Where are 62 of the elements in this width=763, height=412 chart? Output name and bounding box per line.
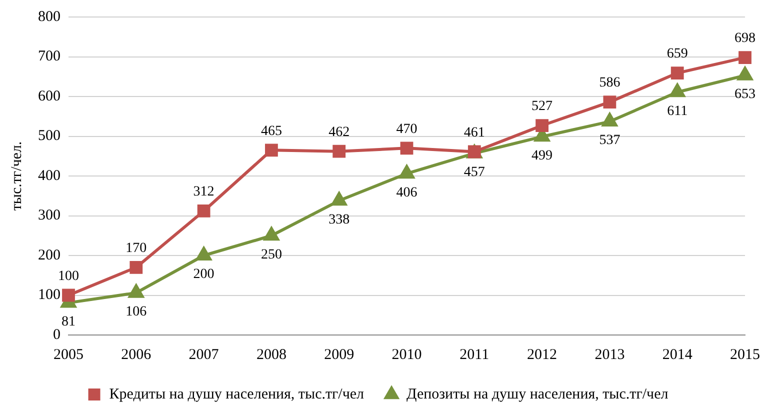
data-label: 338 (328, 212, 350, 228)
point (265, 144, 278, 157)
point (400, 142, 414, 155)
legend-label: Кредиты на душу населения, тыс.тг/чел (109, 386, 365, 402)
data-label: 499 (532, 148, 553, 164)
point (197, 204, 210, 218)
data-label: 465 (260, 124, 282, 139)
point (602, 113, 618, 127)
x-tick-label: 2006 (121, 346, 152, 363)
data-label: 457 (464, 165, 485, 180)
x-tick-label: 2015 (730, 346, 760, 363)
point (670, 84, 685, 98)
x-tick-label: 2007 (188, 346, 220, 363)
point (62, 288, 75, 302)
y-tick-label: 400 (38, 168, 60, 184)
data-label: 653 (734, 87, 756, 102)
y-tick-label: 300 (38, 208, 60, 224)
y-tick-label: 100 (38, 287, 60, 304)
data-label: 659 (666, 46, 688, 62)
data-label: 586 (599, 76, 620, 91)
y-tick-label: 0 (53, 326, 60, 343)
point (332, 192, 347, 206)
data-label: 470 (396, 122, 418, 137)
data-label: 537 (599, 133, 620, 148)
legend-label: Депозиты на душу населения, тыс.тг/чел (406, 386, 669, 402)
data-label: 461 (464, 125, 485, 140)
x-tick-label: 2010 (392, 346, 422, 363)
point (603, 96, 616, 109)
y-tick-label: 800 (38, 8, 60, 25)
point (196, 247, 212, 260)
point (128, 284, 144, 298)
data-label: 527 (532, 99, 553, 114)
point (332, 144, 346, 158)
data-label: 100 (58, 268, 79, 284)
y-tick-label: 200 (38, 247, 60, 264)
x-tick-label: 2009 (324, 346, 354, 363)
y-tick-label: 700 (38, 48, 60, 65)
y-axis-title: тыс.тг/чел. (8, 141, 25, 211)
data-label: 200 (193, 267, 214, 282)
data-label: 250 (260, 247, 282, 262)
data-label: 611 (667, 104, 688, 119)
x-tick-label: 2012 (527, 346, 558, 363)
x-tick-label: 2013 (594, 346, 625, 363)
data-label: 170 (126, 241, 147, 256)
point (738, 51, 752, 64)
x-tick-label: 2011 (460, 346, 490, 363)
x-tick-label: 2014 (662, 346, 693, 363)
data-label: 312 (193, 184, 214, 200)
y-tick-label: 600 (38, 88, 60, 104)
x-tick-label: 2008 (256, 346, 286, 363)
data-label: 462 (328, 125, 350, 140)
data-label: 406 (396, 185, 418, 200)
data-label: 106 (126, 304, 147, 320)
data-label: 698 (734, 31, 756, 46)
y-tick-label: 500 (38, 128, 60, 144)
point (130, 260, 143, 274)
point (536, 119, 548, 132)
point (264, 227, 280, 241)
point (399, 165, 414, 179)
data-label: 81 (62, 314, 76, 330)
x-tick-label: 2005 (54, 346, 84, 363)
point (670, 66, 684, 80)
